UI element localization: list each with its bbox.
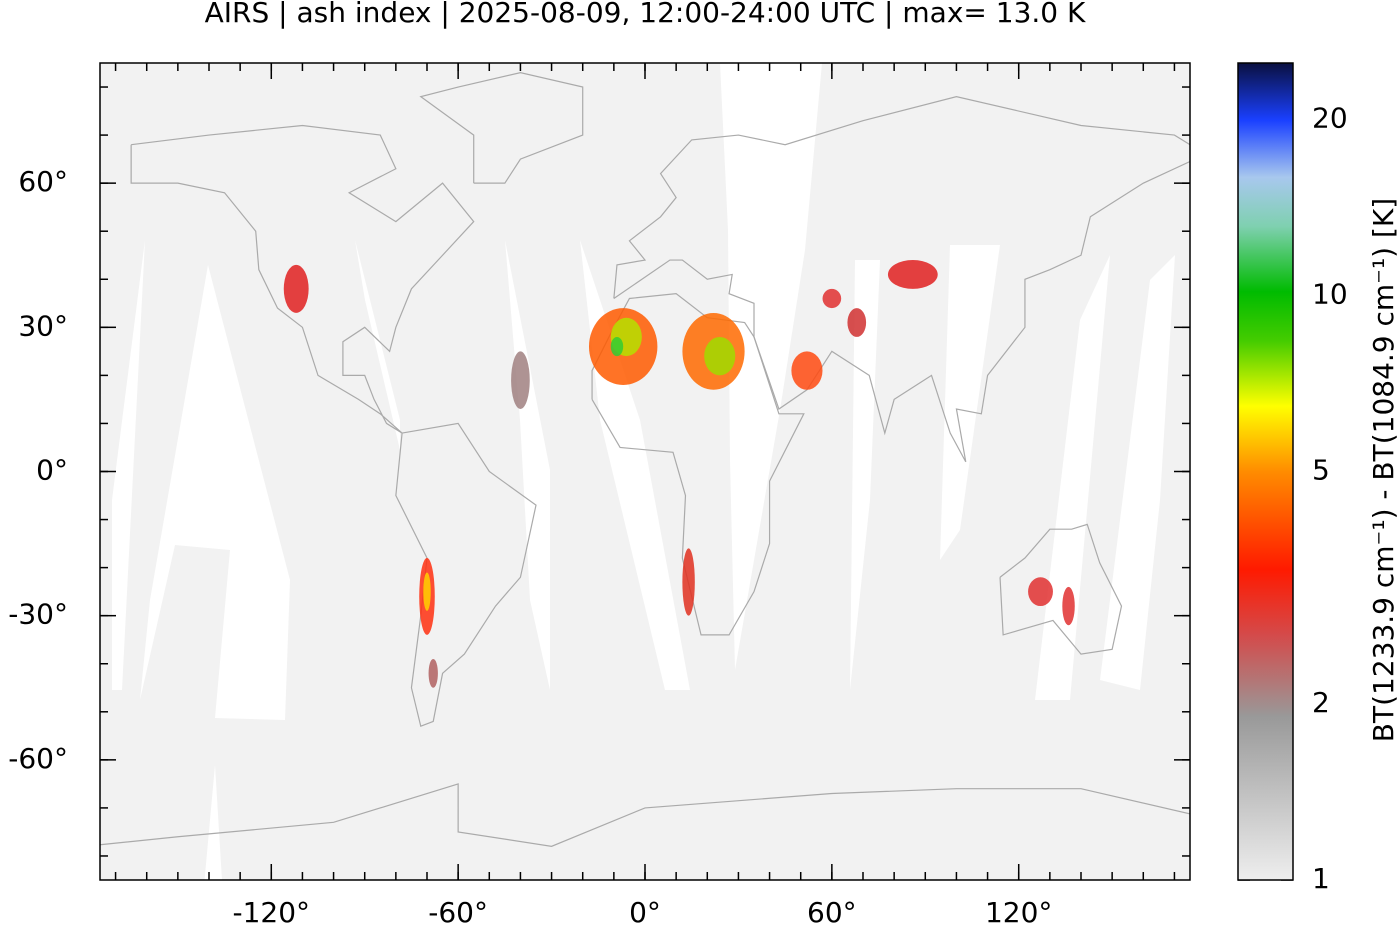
coastline	[591, 293, 805, 636]
colorbar-tick-label: 1	[1312, 862, 1330, 895]
coastline	[419, 71, 584, 184]
x-tick-label: 0°	[629, 896, 661, 929]
y-tick-label: -30°	[8, 598, 68, 631]
colorbar-tick-label: 2	[1312, 686, 1330, 719]
ash-patch	[704, 336, 736, 376]
ash-patch	[847, 308, 867, 337]
colorbar-tick-label: 20	[1312, 102, 1348, 135]
ash-patch	[428, 658, 438, 688]
y-tick-label: 0°	[36, 454, 68, 487]
ash-patch	[1028, 577, 1053, 607]
y-tick-label: -60°	[8, 742, 68, 775]
axes: -120° -60° 0° 60° 120° 60° 30° 0° -30° -60° 1 2 5 10 2…	[8, 63, 1348, 929]
ash-patch	[1062, 586, 1075, 626]
ash-patch	[283, 264, 309, 313]
x-tick-label: 120°	[985, 896, 1052, 929]
colorbar-label: BT(1233.9 cm⁻¹) - BT(1084.9 cm⁻¹) [K]	[1367, 198, 1400, 742]
y-tick-label: 30°	[18, 309, 68, 342]
ash-patch	[822, 288, 842, 309]
ash-patch	[682, 548, 695, 616]
data-gaps	[112, 63, 1175, 880]
y-tick-label: 60°	[18, 165, 68, 198]
coastline	[130, 124, 475, 434]
x-tick-label: -60°	[428, 896, 488, 929]
colorbar-tick-label: 5	[1312, 454, 1330, 487]
ash-patch	[423, 572, 431, 611]
ash-patch	[610, 336, 624, 357]
x-tick-label: -120°	[233, 896, 311, 929]
coastline	[613, 96, 1190, 463]
coastline	[100, 783, 1190, 847]
chart-title: AIRS | ash index | 2025-08-09, 12:00-24:…	[205, 0, 1086, 29]
ash-patch	[887, 260, 938, 289]
x-tick-label: 60°	[807, 896, 857, 929]
ash-signal	[283, 260, 1075, 688]
colorbar-tick-label: 10	[1312, 278, 1348, 311]
coastline	[999, 523, 1123, 655]
colorbar	[1237, 62, 1294, 881]
ash-patch	[511, 351, 530, 409]
map-area	[100, 63, 1190, 880]
ash-patch	[791, 351, 823, 390]
